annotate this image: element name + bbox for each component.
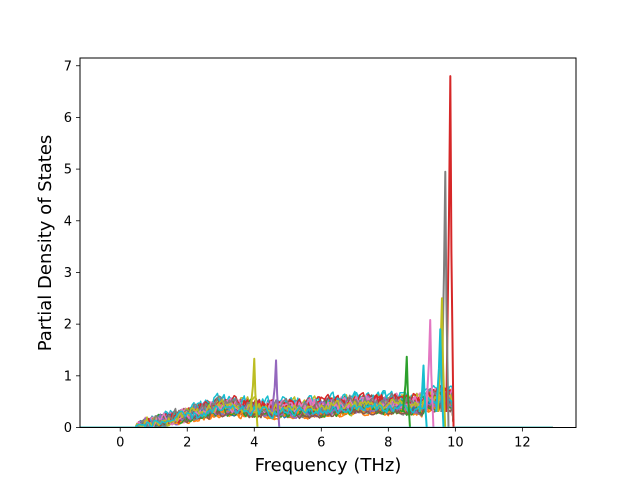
y-tick-label: 3 bbox=[64, 266, 72, 281]
x-tick-label: 12 bbox=[514, 436, 531, 451]
x-axis-label: Frequency (THz) bbox=[255, 455, 402, 476]
y-axis-ticks: 0 1 2 3 4 5 6 7 bbox=[64, 59, 80, 436]
pdos-peak-line bbox=[425, 319, 435, 428]
y-tick-label: 0 bbox=[64, 421, 72, 436]
y-tick-label: 1 bbox=[64, 369, 72, 384]
pdos-peak-line bbox=[435, 328, 445, 428]
pdos-peak-line bbox=[418, 364, 428, 428]
x-tick-label: 0 bbox=[116, 436, 124, 451]
y-tick-label: 6 bbox=[64, 111, 72, 126]
x-tick-label: 10 bbox=[447, 436, 464, 451]
y-tick-label: 4 bbox=[64, 214, 72, 229]
pdos-peak-line bbox=[445, 75, 455, 428]
plot-frame bbox=[79, 57, 577, 428]
pdos-peak-line bbox=[401, 355, 411, 428]
pdos-peak-line bbox=[249, 357, 259, 428]
y-tick-label: 2 bbox=[64, 318, 72, 333]
pdos-peak-line bbox=[271, 359, 281, 428]
x-tick-label: 6 bbox=[317, 436, 325, 451]
y-axis-label: Partial Density of States bbox=[35, 135, 56, 352]
x-tick-label: 2 bbox=[183, 436, 191, 451]
y-tick-label: 7 bbox=[64, 59, 72, 74]
x-axis-ticks: 0 2 4 6 8 10 12 bbox=[116, 427, 531, 451]
x-tick-label: 8 bbox=[384, 436, 392, 451]
x-tick-label: 4 bbox=[250, 436, 258, 451]
y-tick-label: 5 bbox=[64, 163, 72, 178]
